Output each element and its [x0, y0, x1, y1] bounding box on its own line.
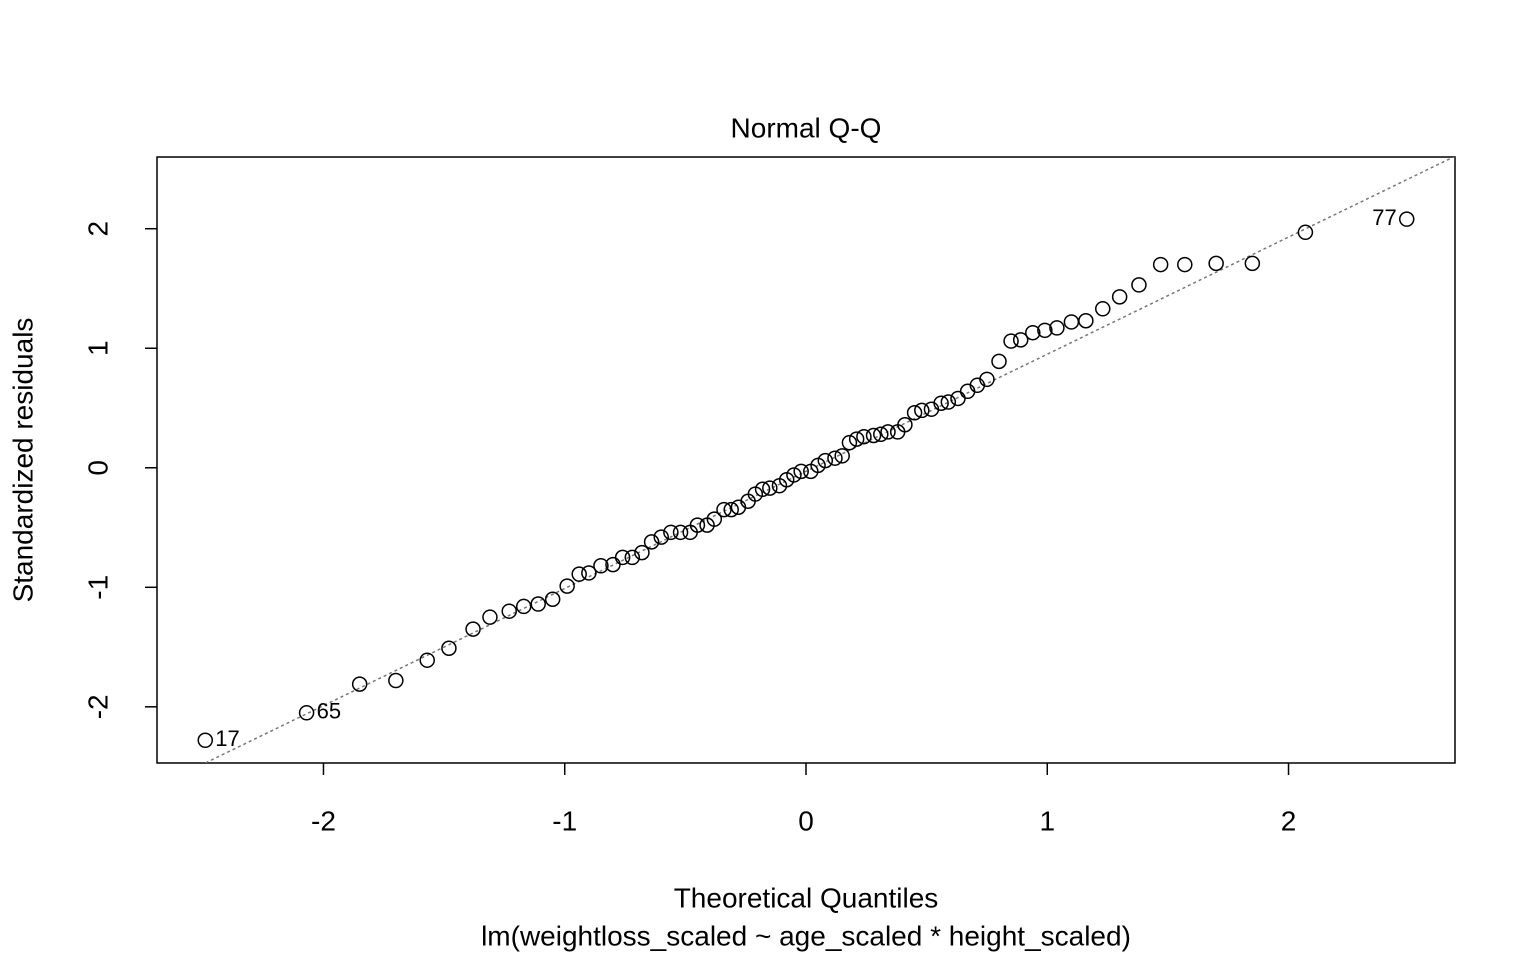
point [1244, 255, 1261, 272]
plot-frame [156, 156, 1456, 764]
point [515, 598, 532, 615]
point [1095, 301, 1111, 317]
point [979, 371, 995, 388]
point [856, 428, 872, 445]
point-label: 77 [1372, 205, 1396, 230]
point [1025, 324, 1041, 341]
point [441, 640, 457, 657]
point [1049, 320, 1065, 336]
point [689, 517, 706, 533]
point [1177, 256, 1193, 273]
point [614, 549, 631, 566]
point [388, 672, 404, 689]
point [1078, 313, 1094, 329]
point [672, 524, 689, 541]
point [848, 431, 865, 447]
point-label: 17 [215, 726, 239, 751]
point [653, 529, 669, 545]
point [559, 578, 575, 594]
point [914, 402, 930, 419]
point [593, 558, 609, 574]
subtitle: lm(weightloss_scaled ~ age_scaled * heig… [481, 920, 1131, 951]
point [1012, 332, 1029, 348]
point [723, 501, 739, 518]
y-tick-label: 1 [82, 340, 113, 356]
point [1208, 255, 1224, 272]
y-tick-label: -1 [82, 575, 113, 600]
point [634, 544, 650, 561]
point [544, 591, 561, 607]
point [873, 426, 889, 443]
x-tick-label: -2 [311, 805, 336, 836]
point [571, 566, 587, 582]
point [880, 424, 896, 440]
point [897, 416, 913, 433]
y-tick-label: -2 [82, 694, 113, 719]
point [501, 603, 517, 619]
point [786, 467, 802, 483]
point [754, 481, 771, 498]
point [1398, 211, 1415, 227]
point [817, 452, 834, 469]
point [1003, 333, 1019, 349]
x-tick-label: 0 [798, 805, 814, 836]
point [197, 732, 214, 749]
x-axis-label: Theoretical Quantiles [674, 882, 939, 913]
y-tick-label: 2 [82, 221, 113, 237]
point [581, 565, 597, 581]
point [1111, 289, 1128, 305]
point [1152, 256, 1169, 273]
point [827, 450, 843, 466]
point [991, 353, 1007, 370]
point [706, 511, 723, 527]
point [298, 705, 315, 721]
point [419, 652, 435, 668]
point [841, 434, 858, 451]
point [1131, 277, 1147, 293]
point [465, 621, 481, 637]
point [663, 524, 679, 541]
reference-line [203, 157, 1455, 763]
point [933, 395, 949, 411]
point [1063, 314, 1080, 330]
point-label: 65 [317, 699, 341, 724]
point [793, 463, 809, 480]
point [865, 427, 882, 444]
point [834, 448, 850, 464]
point [351, 676, 368, 692]
point [716, 501, 732, 518]
point [906, 405, 923, 421]
y-tick-label: 0 [82, 460, 113, 476]
x-tick-label: 2 [1281, 805, 1297, 836]
point [643, 534, 660, 550]
point [950, 390, 966, 407]
point [482, 609, 498, 625]
y-axis-label: Standardized residuals [7, 318, 38, 603]
chart-title: Normal Q-Q [731, 112, 882, 143]
point [762, 480, 778, 496]
plot-area [197, 157, 1455, 763]
point [624, 549, 641, 566]
point [530, 596, 546, 612]
x-tick-label: -1 [552, 805, 577, 836]
point [1297, 224, 1314, 241]
x-tick-label: 1 [1039, 805, 1055, 836]
point [1037, 322, 1053, 339]
point [940, 394, 957, 410]
